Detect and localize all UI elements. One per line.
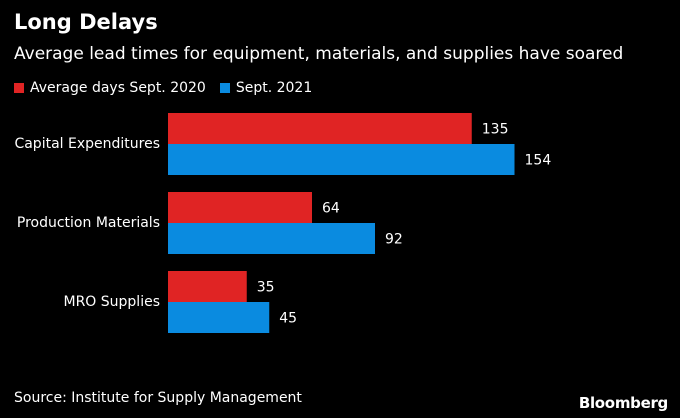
bar-mro-supplies-2020 <box>168 271 247 302</box>
value-label-production-materials-2021: 92 <box>385 232 403 248</box>
bar-production-materials-2020 <box>168 192 312 223</box>
bar-capital-expenditures-2020 <box>168 113 472 144</box>
bloomberg-logo: Bloomberg <box>578 394 668 412</box>
chart-subtitle: Average lead times for equipment, materi… <box>14 44 624 64</box>
source-note: Source: Institute for Supply Management <box>14 390 302 406</box>
bar-capital-expenditures-2021 <box>168 144 515 175</box>
category-label-production-materials: Production Materials <box>17 215 160 231</box>
category-label-mro-supplies: MRO Supplies <box>64 294 161 310</box>
legend-swatch-2020 <box>14 83 24 93</box>
value-label-mro-supplies-2021: 45 <box>279 311 297 327</box>
bar-production-materials-2021 <box>168 223 375 254</box>
category-label-capital-expenditures: Capital Expenditures <box>14 136 160 152</box>
legend-label-2021: Sept. 2021 <box>235 80 313 96</box>
value-label-mro-supplies-2020: 35 <box>257 280 275 296</box>
legend-label-2020: Average days Sept. 2020 <box>30 80 206 96</box>
legend-item-2020: Average days Sept. 2020 <box>14 80 206 96</box>
chart-title: Long Delays <box>14 10 158 34</box>
legend-item-2021: Sept. 2021 <box>219 80 313 96</box>
value-label-capital-expenditures-2020: 135 <box>482 122 509 138</box>
value-label-capital-expenditures-2021: 154 <box>525 153 552 169</box>
value-label-production-materials-2020: 64 <box>322 201 340 217</box>
legend: Average days Sept. 2020 Sept. 2021 <box>14 80 326 96</box>
legend-swatch-2021 <box>219 83 230 93</box>
bar-mro-supplies-2021 <box>168 302 270 333</box>
